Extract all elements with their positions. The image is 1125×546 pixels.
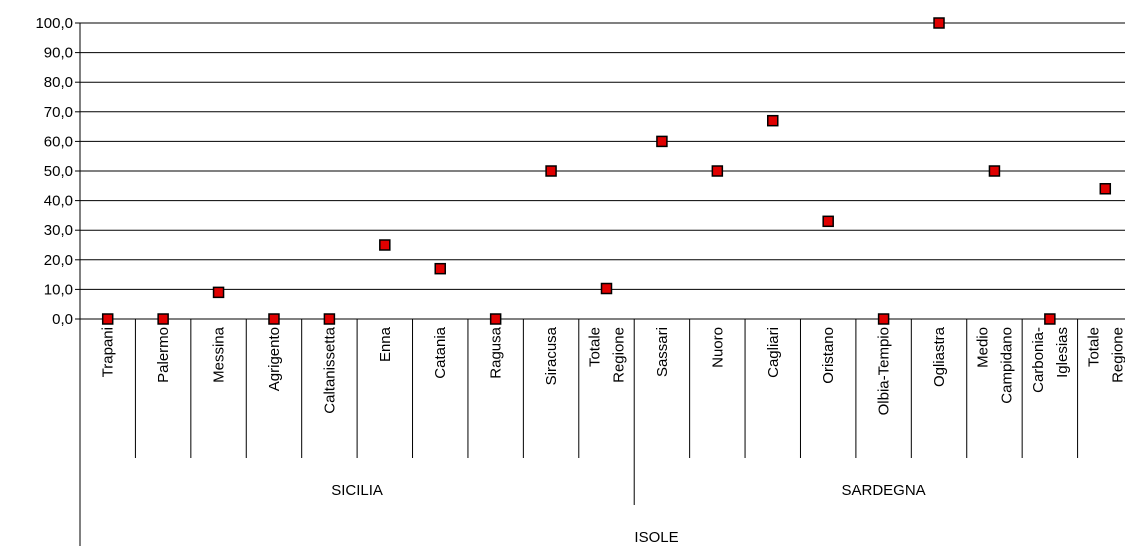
data-marker bbox=[489, 313, 502, 325]
category-label: Iglesias bbox=[1054, 327, 1071, 378]
axis-layer bbox=[75, 22, 1079, 546]
data-marker bbox=[1099, 183, 1112, 195]
category-label: Palermo bbox=[155, 327, 172, 383]
data-markers bbox=[101, 17, 1112, 325]
category-label: Olbia-Tempio bbox=[876, 327, 893, 415]
data-marker bbox=[600, 282, 613, 295]
category-label: Siracusa bbox=[543, 326, 560, 385]
y-tick-label: 20,0 bbox=[44, 252, 73, 269]
data-marker bbox=[656, 135, 668, 148]
category-label: Medio bbox=[974, 327, 991, 368]
y-tick-label: 30,0 bbox=[44, 222, 73, 239]
data-marker bbox=[157, 313, 169, 325]
category-label: Ogliastra bbox=[931, 326, 948, 387]
data-marker bbox=[822, 215, 834, 228]
category-label: Catania bbox=[432, 326, 449, 378]
category-label: Regione bbox=[611, 327, 628, 383]
data-marker bbox=[877, 313, 890, 325]
grid-layer bbox=[80, 22, 1125, 320]
category-label: Agrigento bbox=[266, 327, 283, 391]
y-tick-label: 0,0 bbox=[52, 311, 73, 328]
data-marker bbox=[1044, 313, 1056, 325]
data-marker bbox=[767, 114, 779, 127]
data-marker bbox=[212, 286, 225, 299]
data-marker bbox=[933, 17, 945, 29]
category-label: Enna bbox=[377, 326, 394, 362]
category-label: Messina bbox=[211, 326, 228, 383]
y-tick-label: 60,0 bbox=[44, 133, 73, 150]
data-marker bbox=[323, 313, 336, 325]
y-tick-label: 40,0 bbox=[44, 193, 73, 210]
data-marker bbox=[434, 262, 446, 275]
category-label: Ragusa bbox=[488, 326, 505, 378]
category-label: Caltanissetta bbox=[321, 326, 338, 413]
y-tick-label: 50,0 bbox=[44, 163, 73, 180]
y-tick-labels: 0,0 10,0 20,0 30,0 40,0 50,0 60,0 70,0 80,0 90,0 1… bbox=[35, 15, 73, 328]
category-label: Regione bbox=[1109, 327, 1125, 383]
category-label: Cagliari bbox=[765, 327, 782, 378]
y-tick-label: 90,0 bbox=[44, 45, 73, 62]
top-group-label: ISOLE bbox=[634, 529, 678, 546]
group-label: SARDEGNA bbox=[842, 482, 926, 499]
data-marker bbox=[379, 239, 391, 251]
category-label: Oristano bbox=[820, 327, 837, 384]
y-tick-label: 70,0 bbox=[44, 104, 73, 121]
group-label: SICILIA bbox=[331, 482, 383, 499]
category-label: Trapani bbox=[100, 327, 117, 377]
category-label: Totale bbox=[1085, 327, 1102, 367]
category-labels: Trapani Palermo Messina Agrigento Caltanisse… bbox=[100, 326, 1125, 415]
y-tick-label: 100,0 bbox=[35, 15, 73, 32]
y-tick-label: 10,0 bbox=[44, 281, 73, 298]
category-label: Campidano bbox=[998, 327, 1015, 404]
category-label: Nuoro bbox=[709, 327, 726, 368]
category-label: Sassari bbox=[654, 327, 671, 377]
group-labels: SICILIA SARDEGNA ISOLE bbox=[331, 482, 925, 546]
y-tick-label: 80,0 bbox=[44, 74, 73, 91]
category-label: Totale bbox=[587, 327, 604, 367]
data-marker bbox=[268, 313, 280, 325]
data-marker bbox=[988, 165, 1001, 177]
data-marker bbox=[711, 165, 724, 177]
category-label: Carbonia- bbox=[1030, 327, 1047, 393]
data-marker bbox=[545, 165, 557, 177]
data-marker bbox=[101, 313, 114, 325]
